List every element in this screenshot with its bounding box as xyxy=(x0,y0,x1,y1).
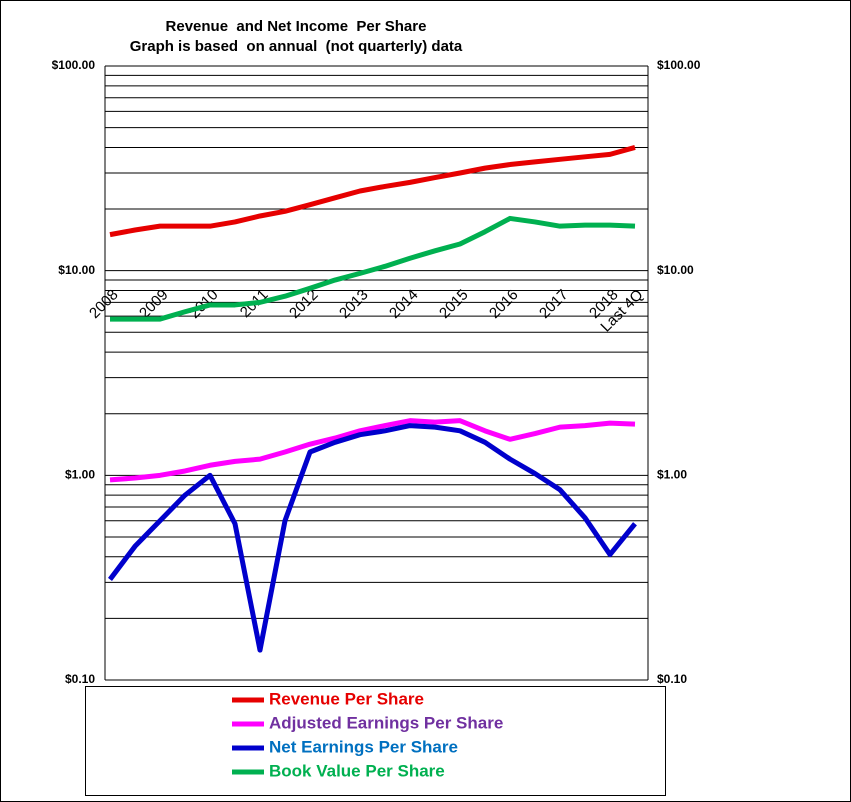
chart-subtitle: Graph is based on annual (not quarterly)… xyxy=(130,38,463,55)
y2-tick-label: $1.00 xyxy=(657,468,687,482)
legend-label: Adjusted Earnings Per Share xyxy=(269,713,503,732)
series-line xyxy=(109,418,636,483)
y-tick-label: $100.00 xyxy=(52,58,96,72)
y-tick-label: $10.00 xyxy=(58,263,95,277)
legend-label: Book Value Per Share xyxy=(269,761,445,780)
y-tick-label: $0.10 xyxy=(65,672,95,686)
y2-tick-label: $0.10 xyxy=(657,672,687,686)
chart-title: Revenue and Net Income Per Share xyxy=(166,18,427,35)
legend-label: Revenue Per Share xyxy=(269,689,424,708)
legend-box xyxy=(85,686,666,796)
y-tick-label: $1.00 xyxy=(65,468,95,482)
series-line xyxy=(110,215,636,322)
legend-label: Net Earnings Per Share xyxy=(269,737,458,756)
series-line xyxy=(109,145,636,238)
series-line xyxy=(108,423,637,653)
y2-tick-label: $100.00 xyxy=(657,58,701,72)
y2-tick-label: $10.00 xyxy=(657,263,694,277)
